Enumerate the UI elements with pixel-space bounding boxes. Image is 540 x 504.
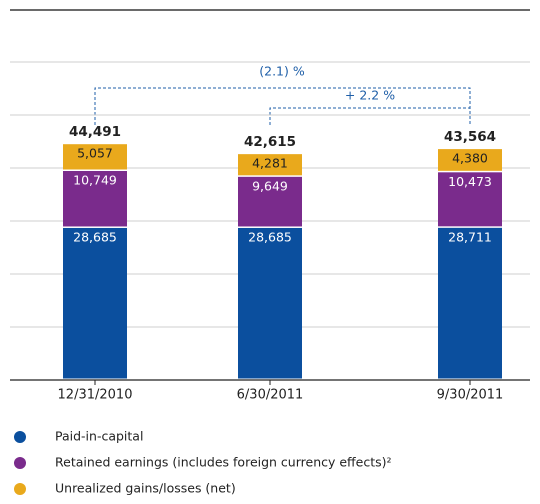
legend-label: Paid-in-capital — [55, 429, 143, 444]
value-label: 4,281 — [252, 156, 288, 171]
total-label: 44,491 — [69, 124, 121, 140]
bar-segment — [438, 227, 502, 379]
value-label: 10,473 — [448, 174, 492, 189]
legend-marker — [14, 457, 26, 469]
legend-marker — [14, 483, 26, 495]
bar-segment — [238, 154, 302, 176]
bar-segment — [63, 227, 127, 379]
x-tick-label: 6/30/2011 — [237, 388, 304, 403]
value-label: 9,649 — [252, 178, 288, 193]
bar-segment — [63, 144, 127, 170]
value-label: 4,380 — [452, 151, 488, 166]
bracket-inner — [269, 107, 470, 125]
bar-segment — [438, 149, 502, 171]
value-label: 28,685 — [248, 229, 292, 244]
annotation: (2.1) % — [259, 64, 305, 79]
value-label: 28,685 — [73, 229, 117, 244]
legend-label: Retained earnings (includes foreign curr… — [55, 455, 392, 470]
bar-segment — [238, 176, 302, 227]
bracket-outer — [94, 87, 471, 125]
value-label: 28,711 — [448, 229, 492, 244]
annotation: + 2.2 % — [345, 88, 395, 103]
legend-marker — [14, 431, 26, 443]
bar-segment — [63, 170, 127, 227]
x-tick-label: 9/30/2011 — [437, 388, 504, 403]
bar-segment — [438, 172, 502, 227]
total-label: 43,564 — [444, 129, 496, 145]
value-label: 5,057 — [77, 146, 113, 161]
value-label: 10,749 — [73, 172, 117, 187]
legend-label: Unrealized gains/losses (net) — [55, 481, 236, 496]
bar-segment — [238, 227, 302, 379]
x-tick-label: 12/31/2010 — [58, 388, 133, 403]
total-label: 42,615 — [244, 134, 296, 150]
